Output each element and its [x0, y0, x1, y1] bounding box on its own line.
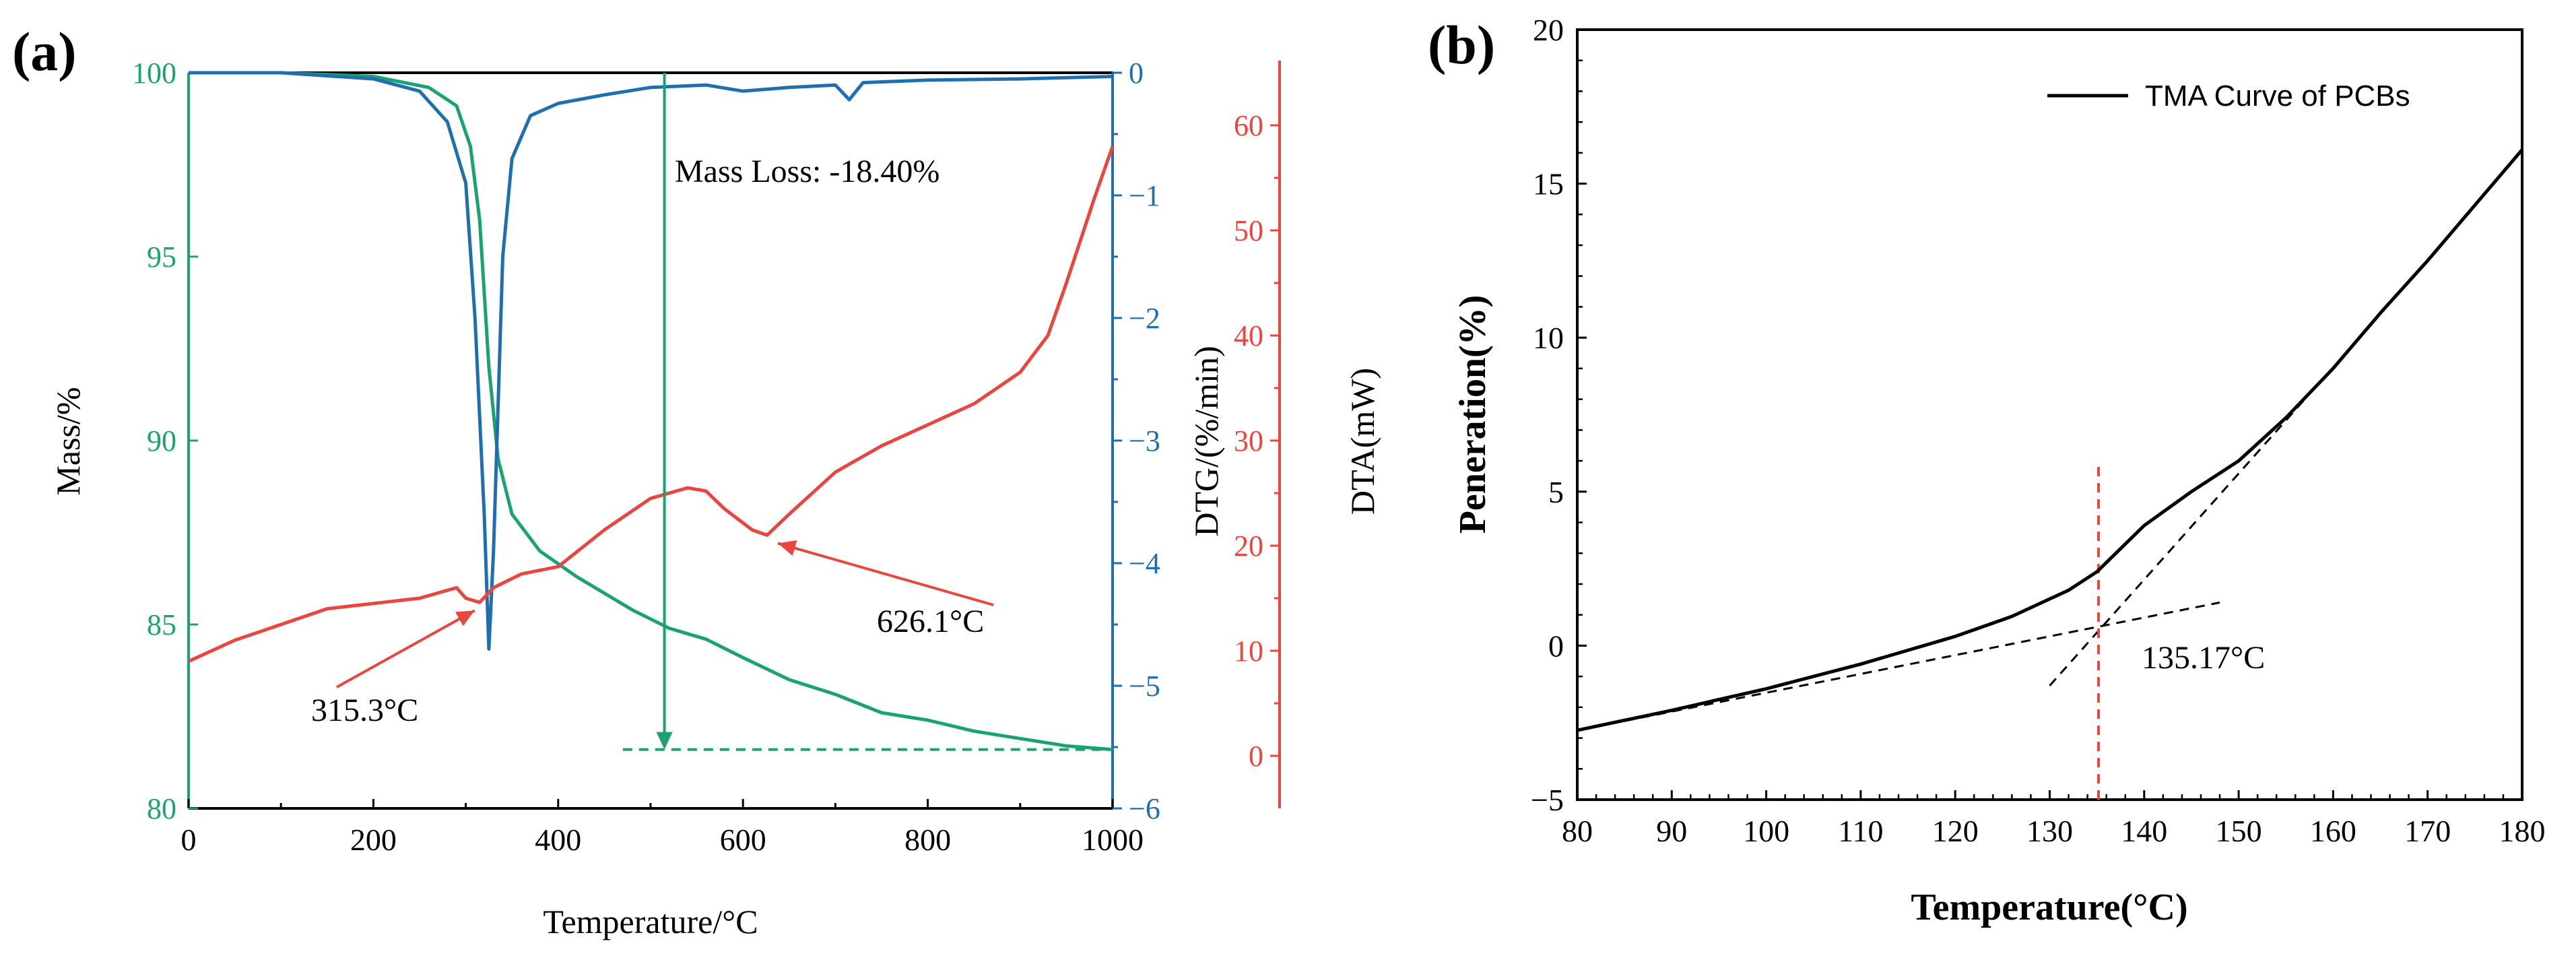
mass-tick-label: 100 [132, 57, 176, 90]
dtg-tick-label: 0 [1129, 57, 1144, 90]
panel-a-series [187, 71, 1115, 752]
dta-axis-title: DTA(mW) [1344, 368, 1381, 515]
y-tick-label-b: 20 [1533, 13, 1564, 47]
dtg-tick-label: −2 [1129, 302, 1160, 335]
dta-tick-label: 40 [1234, 319, 1263, 352]
panel-b: (b) 80 90 100 110 120 130 140 150 160 170 180 −5 0 5 1… [1428, 13, 2546, 928]
dta-tick-label: 20 [1234, 530, 1263, 563]
dta-tick-label: 10 [1234, 635, 1263, 668]
y-tick-label-b: 10 [1533, 321, 1564, 355]
x-tick-label-b: 120 [1932, 814, 1979, 848]
panel-b-label: (b) [1428, 14, 1495, 75]
legend-label: TMA Curve of PCBs [2145, 79, 2410, 113]
mass-axis-title: Mass/% [49, 387, 87, 495]
x-tick-label-b: 180 [2499, 814, 2546, 848]
panel-a-label: (a) [12, 21, 77, 82]
x-tick-label-a: 1000 [1082, 823, 1144, 857]
dta-tick-label: 50 [1234, 214, 1263, 247]
mass-loss-arrowhead [656, 732, 673, 750]
dtg-tick-label: −5 [1129, 670, 1160, 703]
dta-tick-label: 0 [1249, 740, 1263, 773]
onset-label: 135.17°C [2142, 640, 2265, 676]
y-tick-label-b: 5 [1548, 475, 1564, 509]
mass-tick-label: 85 [147, 608, 176, 641]
y-axis-title-b: Peneration(%) [1452, 295, 1494, 534]
x-tick-label-a: 200 [350, 823, 397, 857]
dtg-tick-label: −4 [1129, 547, 1160, 580]
y-tick-label-b: 0 [1548, 629, 1564, 663]
x-tick-label-a: 800 [904, 823, 951, 857]
x-tick-label-b: 150 [2216, 814, 2262, 848]
x-tick-label-b: 100 [1743, 814, 1789, 848]
plot-frame-b [1576, 28, 2523, 801]
mass-tick-label: 80 [147, 792, 176, 825]
peak-626-label: 626.1°C [877, 604, 984, 639]
y-tick-label-b: −5 [1531, 783, 1564, 817]
panel-a: (a) 0 200 400 600 800 100080859095100−6−5−4−3… [12, 21, 1381, 940]
series-tma-line [1577, 148, 2523, 732]
x-tick-label-b: 110 [1838, 814, 1883, 848]
panel-b-series [1577, 148, 2523, 800]
mass-tick-label: 95 [147, 241, 176, 274]
x-tick-label-b: 80 [1562, 814, 1593, 848]
x-tick-label-a: 0 [181, 823, 197, 857]
peak-626-arrow [777, 542, 994, 606]
dta-tick-label: 60 [1234, 109, 1263, 142]
y-tick-label-b: 15 [1533, 167, 1564, 201]
dtg-tick-label: −6 [1129, 792, 1160, 825]
x-axis-title-a: Temperature/°C [543, 903, 758, 940]
dta-tick-label: 30 [1234, 424, 1263, 457]
x-tick-label-b: 140 [2121, 814, 2167, 848]
peak-626-arrow-head [778, 540, 797, 556]
peak-315-arrow [336, 609, 475, 688]
dtg-tick-label: −1 [1129, 179, 1160, 212]
series-dta-line [187, 146, 1115, 663]
x-tick-label-b: 130 [2026, 814, 2073, 848]
x-tick-label-b: 170 [2404, 814, 2451, 848]
x-tick-label-b: 90 [1656, 814, 1687, 848]
guide-tangent-low [1577, 601, 2220, 732]
mass-tick-label: 90 [147, 424, 176, 457]
x-tick-label-b: 160 [2310, 814, 2356, 848]
panel-a-ticks: 0 200 400 600 800 100080859095100−6−5−4−3−2−1… [132, 57, 1280, 857]
series-mass-line [189, 71, 1113, 752]
dtg-tick-label: −3 [1129, 424, 1160, 457]
mass-loss-label: Mass Loss: -18.40% [675, 154, 939, 189]
x-axis-title-b: Temperature(°C) [1911, 887, 2187, 928]
series-dtg-line [189, 71, 1113, 651]
peak-315-arrow-head [455, 610, 475, 627]
peak-315-label: 315.3°C [311, 693, 418, 728]
x-tick-label-a: 400 [535, 823, 581, 857]
dtg-axis-title: DTG/(%/min) [1187, 346, 1225, 536]
x-tick-label-a: 600 [720, 823, 766, 857]
panel-b-ticks: 80 90 100 110 120 130 140 150 160 170 180 −5 0 5 10 15 2… [1531, 13, 2545, 848]
